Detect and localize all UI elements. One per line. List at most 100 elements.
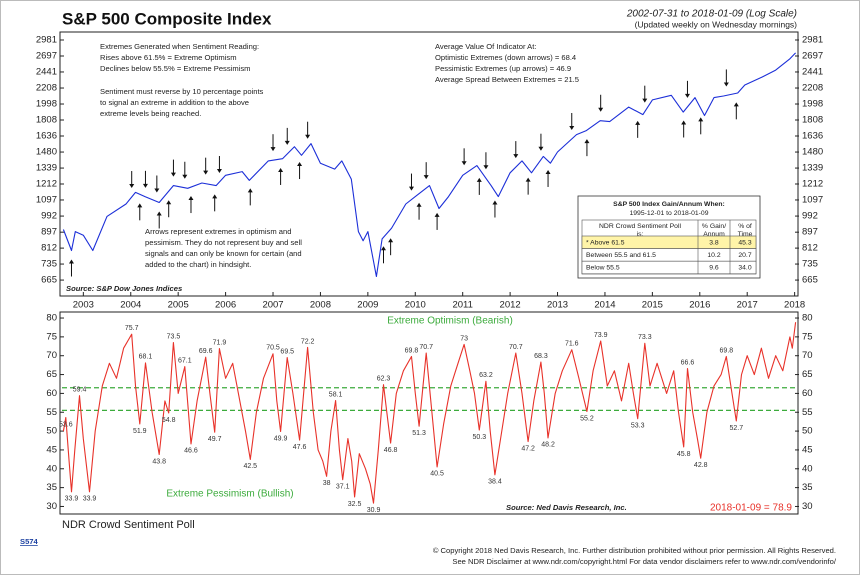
annotation: added to the chart) in hindsight. [145, 260, 251, 269]
y-tick-label: 70 [46, 350, 57, 361]
y-tick-label: 1998 [802, 99, 823, 110]
point-label: 70.5 [266, 345, 280, 352]
y-tick-label: 1339 [36, 163, 57, 174]
point-label: 46.6 [184, 448, 198, 455]
source: Source: Ned Davis Research, Inc. [506, 503, 627, 512]
y-tick-label: 665 [802, 275, 818, 286]
arrow-head [388, 238, 394, 243]
y-tick-label: 1808 [802, 115, 823, 126]
up-arrow [247, 188, 253, 206]
x-tick-label: 2015 [642, 300, 663, 311]
y-tick-label: 2441 [802, 66, 823, 77]
point-label: 62.3 [377, 376, 391, 383]
arrow-head [483, 165, 489, 170]
point-label: 38 [323, 480, 331, 487]
point-label: 68.1 [139, 354, 153, 361]
y-tick-label: 40 [46, 463, 57, 474]
point-label: 48.2 [541, 442, 555, 449]
point-label: 43.8 [152, 458, 166, 465]
point-label: 45.8 [677, 451, 691, 458]
arrow-head [408, 186, 414, 191]
arrow-head [166, 200, 172, 205]
up-arrow [388, 238, 394, 256]
down-arrow [538, 133, 544, 151]
y-tick-label: 50 [46, 426, 57, 437]
up-arrow [476, 177, 482, 195]
down-arrow [170, 159, 176, 177]
y-tick-label: 2981 [802, 35, 823, 46]
point-label: 47.6 [293, 444, 307, 451]
arrow-head [698, 117, 704, 122]
y-tick-label: 1480 [36, 147, 57, 158]
x-tick-label: 2010 [405, 300, 426, 311]
up-arrow [278, 167, 284, 185]
down-arrow [483, 152, 489, 170]
point-label: 73 [460, 335, 468, 342]
point-label: 52.7 [729, 425, 743, 432]
arrow-head [461, 161, 467, 166]
copyright: © Copyright 2018 Ned Davis Research, Inc… [433, 546, 836, 555]
point-label: 37.1 [336, 484, 350, 491]
up-arrow [584, 139, 590, 157]
annotation: Rises above 61.5% = Extreme Optimism [100, 53, 237, 62]
annotation: Sentiment must reverse by 10 percentage … [100, 87, 264, 96]
point-label: 70.7 [509, 344, 523, 351]
up-arrow [188, 196, 194, 214]
down-arrow [723, 69, 729, 87]
annotation: Average Value Of Indicator At: [435, 42, 536, 51]
point-label: 51.9 [133, 428, 147, 435]
x-tick-label: 2013 [547, 300, 568, 311]
point-label: 46.8 [384, 447, 398, 454]
source: Source: S&P Dow Jones Indices [66, 284, 182, 293]
arrow-head [598, 107, 604, 112]
y-tick-label: 2208 [802, 83, 823, 94]
arrow-head [203, 170, 209, 175]
y-tick-label: 735 [802, 259, 818, 270]
table-cell: 34.0 [738, 264, 751, 271]
point-label: 33.9 [83, 496, 97, 503]
point-label: 40.5 [430, 471, 444, 478]
bottom-panel [59, 311, 799, 515]
y-tick-label: 1097 [36, 194, 57, 205]
up-arrow [525, 177, 531, 195]
down-arrow [423, 162, 429, 180]
y-tick-label: 75 [46, 331, 57, 342]
arrow-head [156, 211, 162, 216]
annotation: extreme levels being reached. [100, 109, 201, 118]
y-tick-label: 2981 [36, 35, 57, 46]
reference-label: Extreme Pessimism (Bullish) [166, 489, 293, 500]
y-tick-label: 2441 [36, 66, 57, 77]
down-arrow [642, 85, 648, 103]
series-line [62, 52, 796, 278]
point-label: 68.3 [534, 353, 548, 360]
table-header: % of [738, 223, 752, 230]
arrow-head [569, 125, 575, 130]
down-arrow [142, 170, 148, 188]
point-label: 50.3 [472, 434, 486, 441]
point-label: 70.7 [419, 344, 433, 351]
y-tick-label: 812 [802, 243, 818, 254]
table-cell: * Above 61.5 [586, 239, 625, 246]
y-tick-label: 1480 [802, 147, 823, 158]
y-tick-label: 735 [41, 259, 57, 270]
up-arrow [297, 162, 303, 180]
point-label: 69.8 [405, 347, 419, 354]
subtitle: 2002-07-31 to 2018-01-09 (Log Scale) [626, 9, 797, 20]
down-arrow [513, 141, 519, 159]
x-tick-label: 2018 [784, 300, 805, 311]
arrow-head [584, 139, 590, 144]
y-tick-label: 1998 [36, 99, 57, 110]
point-label: 71.9 [213, 339, 227, 346]
arrow-head [513, 154, 519, 159]
arrow-head [635, 120, 641, 125]
series-line [62, 322, 797, 504]
arrow-head [538, 146, 544, 151]
point-label: 53.3 [631, 422, 645, 429]
x-tick-label: 2007 [262, 300, 283, 311]
y-tick-label: 65 [802, 369, 813, 380]
y-tick-label: 35 [46, 482, 57, 493]
arrow-head [278, 167, 284, 172]
top-panel [59, 31, 799, 297]
y-tick-label: 2697 [36, 51, 57, 62]
